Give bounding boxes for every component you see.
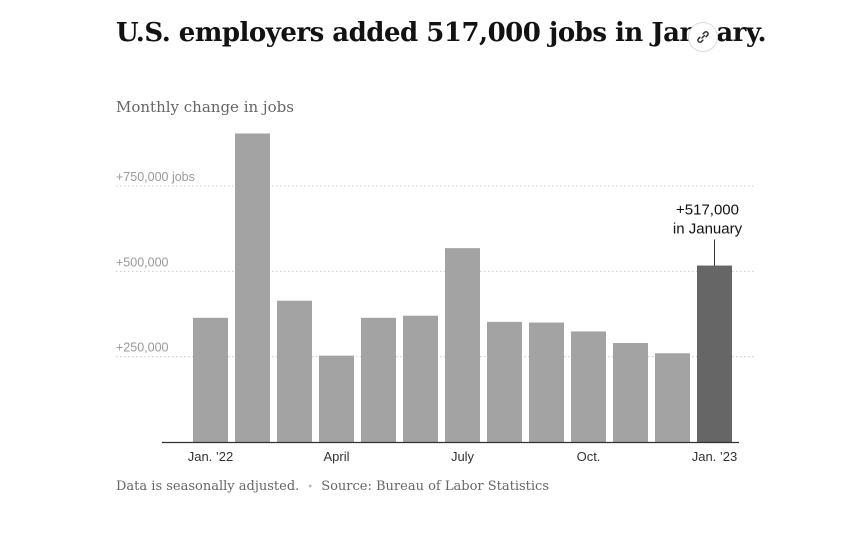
x-tick-label: July xyxy=(451,449,475,464)
footer-source: Source: Bureau of Labor Statistics xyxy=(321,479,550,494)
bar xyxy=(403,315,438,442)
bar xyxy=(571,331,606,442)
bar xyxy=(319,355,354,442)
bar xyxy=(193,317,228,442)
bar xyxy=(613,343,648,442)
y-tick-label: +500,000 xyxy=(116,255,169,269)
page-title: U.S. employers added 517,000 jobs in Jan… xyxy=(116,18,767,48)
annotation-caption: in January xyxy=(673,221,743,238)
bar xyxy=(361,317,396,442)
footer-separator: • xyxy=(307,482,314,493)
x-tick-label: Oct. xyxy=(577,449,601,464)
bar xyxy=(655,353,690,442)
share-link-button[interactable] xyxy=(688,22,718,52)
x-tick-label: April xyxy=(323,449,349,464)
annotation-value: +517,000 xyxy=(676,202,739,219)
x-tick-label: Jan. ’23 xyxy=(692,449,738,464)
x-tick-label: Jan. ’22 xyxy=(188,449,234,464)
y-tick-label: +750,000 jobs xyxy=(116,170,195,184)
bar xyxy=(235,133,270,442)
bar xyxy=(529,322,564,442)
link-icon xyxy=(697,31,709,43)
chart-footer: Data is seasonally adjusted. • Source: Bur… xyxy=(116,479,549,494)
bar xyxy=(277,300,312,442)
bar xyxy=(487,321,522,442)
footer-note: Data is seasonally adjusted. xyxy=(116,479,300,494)
chart-title: Monthly change in jobs xyxy=(116,98,294,116)
bar xyxy=(445,248,480,442)
bar-highlight xyxy=(697,265,732,442)
y-tick-label: +250,000 xyxy=(116,341,169,355)
